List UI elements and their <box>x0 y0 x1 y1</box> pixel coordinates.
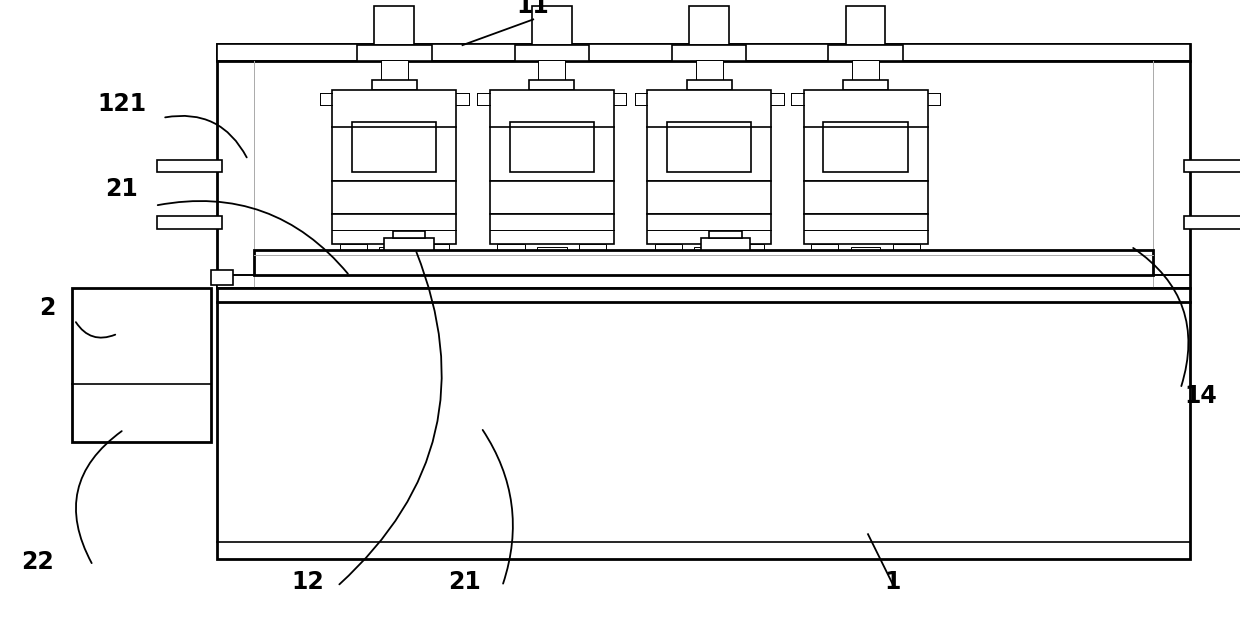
FancyArrowPatch shape <box>157 201 348 274</box>
Text: 12: 12 <box>291 571 324 594</box>
FancyBboxPatch shape <box>384 238 434 250</box>
FancyBboxPatch shape <box>490 181 614 214</box>
FancyBboxPatch shape <box>823 122 908 172</box>
FancyBboxPatch shape <box>254 250 1153 275</box>
FancyBboxPatch shape <box>515 45 589 61</box>
FancyBboxPatch shape <box>804 214 928 244</box>
Text: 11: 11 <box>517 0 549 18</box>
FancyBboxPatch shape <box>828 45 903 61</box>
FancyBboxPatch shape <box>537 247 567 260</box>
Text: 22: 22 <box>21 550 53 574</box>
FancyBboxPatch shape <box>217 288 1190 559</box>
FancyBboxPatch shape <box>687 80 732 90</box>
FancyBboxPatch shape <box>510 122 594 172</box>
FancyBboxPatch shape <box>709 231 742 238</box>
FancyBboxPatch shape <box>1184 160 1240 172</box>
FancyArrowPatch shape <box>340 252 441 584</box>
FancyBboxPatch shape <box>422 244 449 263</box>
FancyBboxPatch shape <box>332 90 456 181</box>
FancyBboxPatch shape <box>701 238 750 250</box>
FancyBboxPatch shape <box>696 60 723 80</box>
Text: 1: 1 <box>884 571 901 594</box>
FancyBboxPatch shape <box>393 231 425 238</box>
FancyBboxPatch shape <box>1184 216 1240 229</box>
FancyBboxPatch shape <box>157 216 222 229</box>
Text: 21: 21 <box>105 177 138 201</box>
FancyArrowPatch shape <box>165 116 247 157</box>
FancyBboxPatch shape <box>893 244 920 263</box>
Text: 21: 21 <box>449 571 481 594</box>
FancyBboxPatch shape <box>340 244 367 263</box>
Text: 2: 2 <box>38 296 56 320</box>
FancyArrowPatch shape <box>1133 248 1188 386</box>
Text: 14: 14 <box>1184 384 1216 408</box>
FancyBboxPatch shape <box>804 90 928 181</box>
FancyBboxPatch shape <box>497 244 525 263</box>
FancyBboxPatch shape <box>655 244 682 263</box>
FancyBboxPatch shape <box>846 6 885 45</box>
FancyBboxPatch shape <box>672 45 746 61</box>
FancyBboxPatch shape <box>579 244 606 263</box>
FancyBboxPatch shape <box>694 247 724 260</box>
FancyBboxPatch shape <box>647 90 771 181</box>
FancyBboxPatch shape <box>332 214 456 244</box>
FancyBboxPatch shape <box>811 244 838 263</box>
FancyBboxPatch shape <box>217 275 1190 288</box>
FancyBboxPatch shape <box>217 44 1190 288</box>
FancyBboxPatch shape <box>532 6 572 45</box>
FancyBboxPatch shape <box>538 60 565 80</box>
FancyBboxPatch shape <box>529 80 574 90</box>
FancyBboxPatch shape <box>490 90 614 181</box>
FancyBboxPatch shape <box>332 181 456 214</box>
FancyBboxPatch shape <box>647 181 771 214</box>
FancyArrowPatch shape <box>76 322 115 338</box>
FancyBboxPatch shape <box>851 247 880 260</box>
FancyBboxPatch shape <box>737 244 764 263</box>
FancyBboxPatch shape <box>490 214 614 244</box>
FancyBboxPatch shape <box>843 80 888 90</box>
FancyBboxPatch shape <box>689 6 729 45</box>
FancyBboxPatch shape <box>647 214 771 244</box>
FancyBboxPatch shape <box>211 270 233 285</box>
FancyBboxPatch shape <box>157 160 222 172</box>
FancyBboxPatch shape <box>667 122 751 172</box>
FancyBboxPatch shape <box>357 45 432 61</box>
FancyBboxPatch shape <box>372 80 417 90</box>
FancyArrowPatch shape <box>76 431 122 563</box>
FancyBboxPatch shape <box>72 288 211 442</box>
FancyBboxPatch shape <box>381 60 408 80</box>
FancyBboxPatch shape <box>379 247 409 260</box>
FancyBboxPatch shape <box>804 181 928 214</box>
FancyBboxPatch shape <box>374 6 414 45</box>
FancyBboxPatch shape <box>852 60 879 80</box>
Text: 121: 121 <box>97 92 146 116</box>
FancyBboxPatch shape <box>352 122 436 172</box>
FancyBboxPatch shape <box>217 44 1190 61</box>
FancyArrowPatch shape <box>482 430 513 584</box>
